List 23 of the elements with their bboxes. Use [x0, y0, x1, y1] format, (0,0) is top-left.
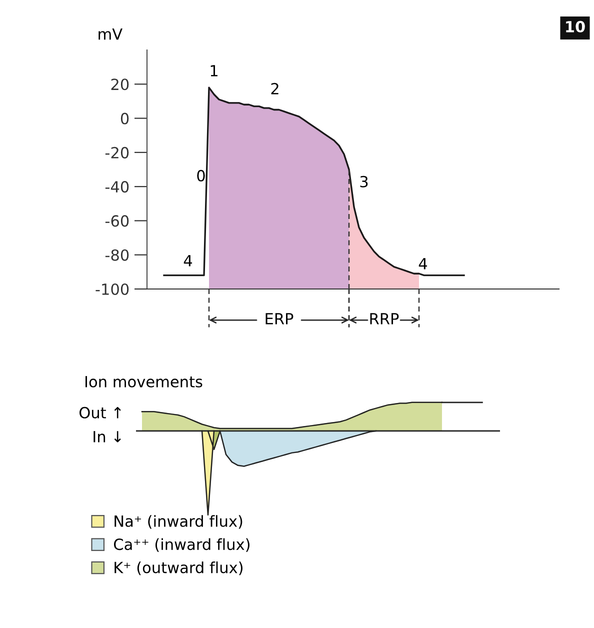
chart-title: Ion movements	[86, 376, 202, 388]
text: RRP	[370, 313, 399, 324]
annotation: 4	[184, 255, 192, 266]
y-tick-label: -40	[105, 181, 129, 193]
y-axis-title: mV	[98, 28, 122, 40]
y-tick-label: -20	[105, 146, 129, 158]
y-tick-label: -80	[105, 249, 129, 261]
text: Out ↑	[80, 406, 121, 418]
y-tick-label: 20	[111, 78, 129, 90]
annotation: 4	[418, 258, 428, 270]
annotation: 3	[360, 176, 368, 188]
y-tick-label: -100	[96, 283, 129, 296]
annotation: 2	[271, 82, 278, 94]
legend-label: K⁺ (outward flux)	[114, 561, 242, 576]
text: ERP	[266, 313, 294, 324]
text: In ↓	[94, 431, 121, 442]
annotation: 1	[210, 65, 218, 76]
legend-label: Na⁺ (inward flux)	[114, 515, 242, 529]
annotation: 0	[197, 170, 205, 182]
legend-label: Ca⁺⁺ (inward flux)	[114, 538, 250, 552]
y-tick-label: -60	[105, 215, 129, 227]
text: 10	[566, 20, 585, 32]
y-tick-label: 0	[120, 112, 129, 124]
